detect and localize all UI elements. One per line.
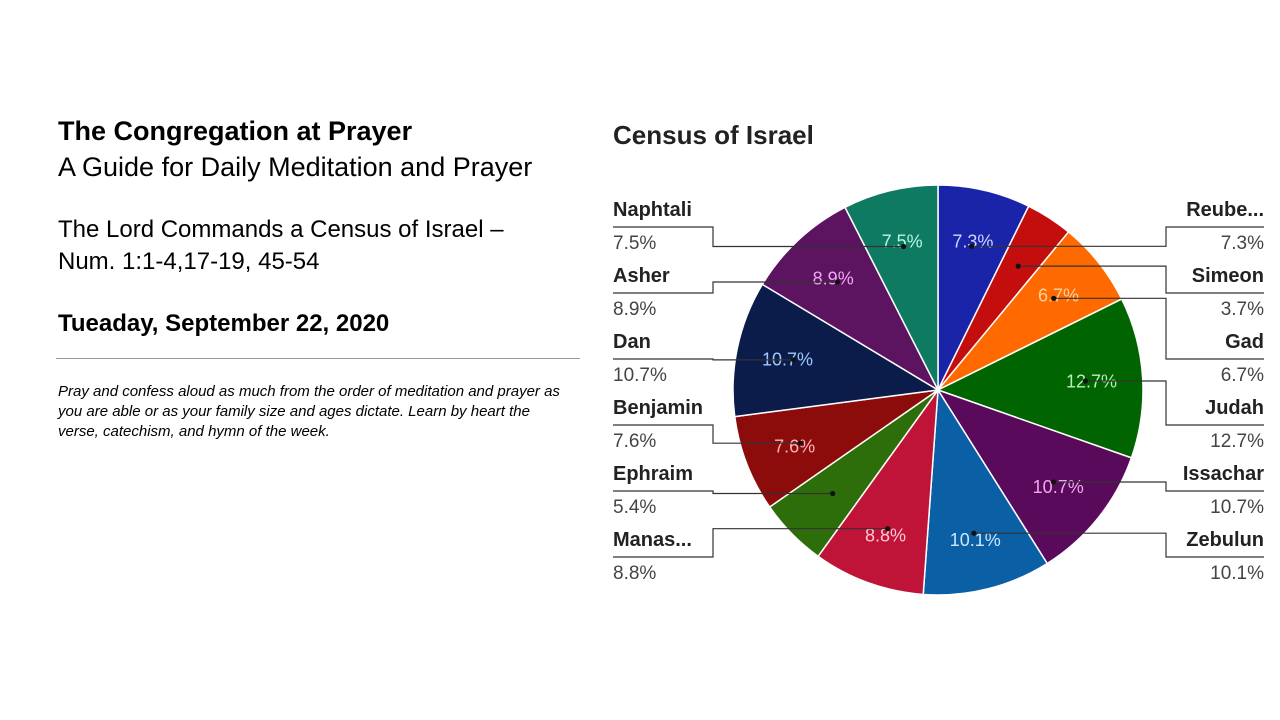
pie-slice-dan bbox=[732, 283, 941, 418]
pie-slice-zebulun bbox=[922, 387, 1049, 596]
legend-value-issachar: 10.7% bbox=[1210, 497, 1264, 518]
legend-value-naphtali: 7.5% bbox=[613, 233, 656, 254]
legend-name-manas: Manas... bbox=[613, 529, 692, 551]
slice-label-benjamin: 7.6% bbox=[774, 436, 815, 456]
leader-line-judah bbox=[1085, 380, 1264, 426]
pie-slice-asher bbox=[761, 206, 940, 392]
lesson-date: Tueaday, September 22, 2020 bbox=[58, 310, 390, 337]
leader-line-reube bbox=[971, 226, 1264, 247]
legend-name-dan: Dan bbox=[613, 331, 651, 353]
leader-dot-simeon bbox=[1015, 263, 1021, 269]
divider bbox=[56, 358, 580, 359]
legend-name-benjamin: Benjamin bbox=[613, 397, 703, 419]
leader-dot-dan bbox=[790, 357, 797, 363]
legend-name-zebulun: Zebulun bbox=[1186, 529, 1264, 551]
slice-percent-labels: 7.3%6.7%12.7%10.7%10.1%8.8%7.6%10.7%8.9%… bbox=[762, 231, 1117, 550]
chart-legend: Reube... 7.3% Simeon 3.7% Gad 6.7% Judah 12.7% I… bbox=[613, 199, 1264, 584]
pie-slice-naphtali bbox=[844, 184, 939, 391]
legend-name-ephraim: Ephraim bbox=[613, 463, 693, 485]
legend-value-judah: 12.7% bbox=[1210, 431, 1264, 452]
leader-line-benjamin bbox=[613, 424, 801, 444]
legend-value-gad: 6.7% bbox=[1221, 365, 1264, 386]
leader-dot-issachar bbox=[1050, 479, 1056, 485]
leader-dot-reube bbox=[968, 243, 975, 249]
leader-line-ephraim bbox=[613, 490, 833, 495]
page-subtitle: A Guide for Daily Meditation and Prayer bbox=[58, 152, 533, 182]
leader-dot-zebulun bbox=[971, 530, 977, 536]
lesson-reference: Num. 1:1-4,17-19, 45-54 bbox=[58, 248, 320, 275]
slice-label-manas: 8.8% bbox=[865, 526, 906, 546]
slice-label-gad: 6.7% bbox=[1038, 286, 1079, 306]
legend-value-asher: 8.9% bbox=[613, 299, 656, 320]
legend-value-reube: 7.3% bbox=[1221, 233, 1264, 254]
leader-dot-gad bbox=[1051, 295, 1057, 301]
census-pie-chart: Census of Israel 7.3% 6.7% 12.7% 10.7% 10.1%… bbox=[613, 120, 1264, 596]
pie-slice-manas bbox=[817, 387, 939, 596]
leader-line-issachar bbox=[1053, 481, 1264, 492]
pie-slice-judah bbox=[936, 298, 1144, 459]
leader-line-dan bbox=[613, 358, 794, 361]
page-title: The Congregation at Prayer bbox=[58, 116, 413, 146]
leader-line-gad bbox=[1053, 297, 1264, 360]
legend-name-issachar: Issachar bbox=[1183, 463, 1264, 485]
lesson-title: The Lord Commands a Census of Israel – bbox=[58, 216, 504, 243]
leader-line-manas bbox=[613, 528, 888, 558]
legend-value-benjamin: 7.6% bbox=[613, 431, 656, 452]
leader-dot-judah bbox=[1082, 378, 1088, 384]
leader-line-simeon bbox=[1018, 265, 1264, 294]
legend-name-naphtali: Naphtali bbox=[613, 199, 692, 221]
legend-leader-lines bbox=[613, 226, 1264, 558]
pie-slice-benjamin bbox=[733, 389, 939, 509]
leader-dot-ephraim bbox=[830, 490, 836, 497]
legend-value-simeon: 3.7% bbox=[1221, 299, 1264, 320]
slice-label-issachar: 10.7% bbox=[1033, 477, 1084, 497]
slice-label-asher: 8.9% bbox=[813, 269, 854, 289]
instructions-text: Pray and confess aloud as much from the … bbox=[58, 383, 560, 440]
legend-name-judah: Judah bbox=[1205, 397, 1264, 419]
legend-name-simeon: Simeon bbox=[1192, 265, 1264, 287]
leader-line-asher bbox=[613, 281, 838, 294]
leader-dot-manas bbox=[885, 526, 891, 532]
legend-name-reube: Reube... bbox=[1186, 199, 1264, 221]
slice-label-zebulun: 10.1% bbox=[950, 530, 1001, 550]
legend-name-gad: Gad bbox=[1225, 331, 1264, 353]
legend-value-zebulun: 10.1% bbox=[1210, 563, 1264, 584]
leader-dot-asher bbox=[834, 279, 840, 285]
legend-value-dan: 10.7% bbox=[613, 365, 667, 386]
legend-name-asher: Asher bbox=[613, 265, 670, 287]
chart-title: Census of Israel bbox=[613, 120, 814, 150]
pie-slices bbox=[732, 184, 1144, 596]
leader-line-zebulun bbox=[973, 532, 1264, 558]
legend-value-ephraim: 5.4% bbox=[613, 497, 656, 518]
leader-dot-naphtali bbox=[901, 243, 907, 250]
leader-line-naphtali bbox=[613, 226, 904, 248]
legend-value-manas: 8.8% bbox=[613, 563, 656, 584]
leader-dot-benjamin bbox=[797, 440, 803, 446]
pie-slice-issachar bbox=[936, 388, 1133, 565]
